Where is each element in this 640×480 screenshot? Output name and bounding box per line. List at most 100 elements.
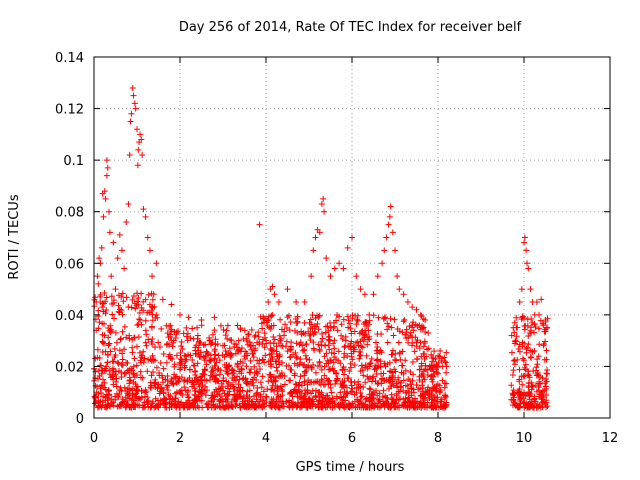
data-point [334, 312, 341, 319]
data-point [327, 396, 334, 403]
data-point [239, 375, 246, 382]
data-point [238, 344, 245, 351]
data-point [96, 319, 103, 326]
data-point [169, 356, 176, 363]
data-point [528, 315, 535, 322]
data-point [337, 394, 344, 401]
data-point [176, 389, 183, 396]
data-point [289, 399, 296, 406]
data-point [293, 353, 300, 360]
data-point [168, 328, 175, 335]
data-point [149, 400, 156, 407]
data-point [335, 348, 342, 355]
data-point [184, 337, 191, 344]
data-point [92, 382, 99, 389]
data-point [144, 399, 151, 406]
data-point [543, 370, 550, 377]
data-point [394, 273, 401, 280]
data-point [400, 377, 407, 384]
data-point [232, 402, 239, 409]
data-point [362, 361, 369, 368]
data-point [186, 397, 193, 404]
data-point [129, 296, 136, 303]
data-point [116, 387, 123, 394]
data-point [223, 368, 230, 375]
y-tick-label: 0.06 [55, 257, 84, 272]
data-point [207, 358, 214, 365]
data-point [211, 363, 218, 370]
data-point [259, 356, 266, 363]
data-point [357, 397, 364, 404]
data-point [276, 361, 283, 368]
data-point [225, 391, 232, 398]
data-point [531, 329, 538, 336]
data-point [115, 360, 122, 367]
data-point [212, 351, 219, 358]
data-point [525, 384, 532, 391]
data-point [345, 317, 352, 324]
data-point [163, 396, 170, 403]
data-point [239, 359, 246, 366]
data-point [509, 390, 516, 397]
data-point [184, 377, 191, 384]
data-point [370, 373, 377, 380]
data-point [92, 294, 99, 301]
data-point [253, 392, 260, 399]
data-point [315, 341, 322, 348]
data-point [216, 371, 223, 378]
data-point [237, 404, 244, 411]
data-point [402, 367, 409, 374]
data-point [324, 377, 331, 384]
data-point [385, 323, 392, 330]
data-point [206, 337, 213, 344]
data-point [319, 335, 326, 342]
data-point [287, 318, 294, 325]
data-point [404, 404, 411, 411]
data-point [532, 398, 539, 405]
data-point [242, 356, 249, 363]
data-point [301, 319, 308, 326]
data-point [517, 400, 524, 407]
data-point [394, 326, 401, 333]
data-point [279, 372, 286, 379]
data-point [245, 331, 252, 338]
data-point [414, 356, 421, 363]
data-point [316, 358, 323, 365]
data-point [343, 384, 350, 391]
data-point [292, 380, 299, 387]
data-point [525, 389, 532, 396]
data-point [121, 323, 128, 330]
data-point [407, 368, 414, 375]
data-point [341, 388, 348, 395]
data-point [390, 332, 397, 339]
data-point [173, 352, 180, 359]
data-point [543, 376, 550, 383]
data-point [342, 337, 349, 344]
data-point [248, 346, 255, 353]
x-tick-label: 2 [176, 431, 184, 446]
data-point [395, 339, 402, 346]
data-point [155, 339, 162, 346]
data-point [341, 371, 348, 378]
data-point [511, 329, 518, 336]
data-point [400, 318, 407, 325]
data-point [334, 327, 341, 334]
data-point [357, 286, 364, 293]
data-point [324, 323, 331, 330]
data-point [243, 404, 250, 411]
data-point [230, 383, 237, 390]
data-point [412, 398, 419, 405]
data-point [223, 327, 230, 334]
data-point [99, 338, 106, 345]
data-point [193, 342, 200, 349]
data-point [95, 313, 102, 320]
data-point [543, 347, 550, 354]
data-point [153, 364, 160, 371]
data-point [513, 333, 520, 340]
data-point [351, 362, 358, 369]
data-point [119, 350, 126, 357]
data-point [306, 332, 313, 339]
data-point [397, 395, 404, 402]
data-point [215, 365, 222, 372]
data-point [296, 341, 303, 348]
